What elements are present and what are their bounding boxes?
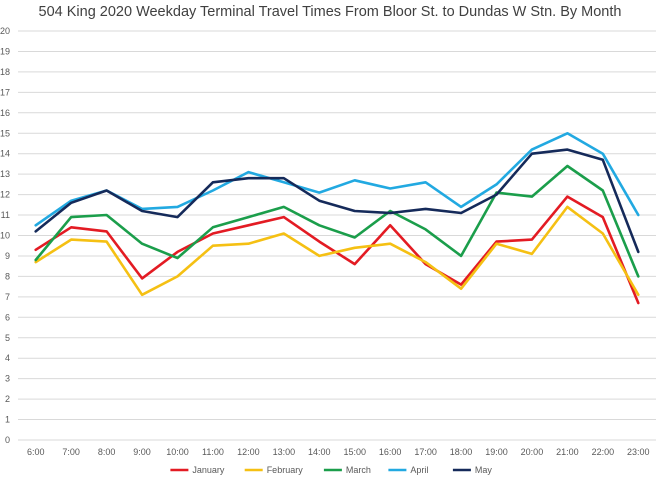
y-tick-label: 9 bbox=[5, 251, 10, 261]
series-line-may bbox=[34, 148, 640, 254]
legend: January February March April May bbox=[170, 465, 492, 475]
y-tick-label: 5 bbox=[5, 333, 10, 343]
series-lines bbox=[34, 132, 640, 305]
gridlines bbox=[18, 30, 656, 441]
x-tick-label: 18:00 bbox=[450, 447, 473, 457]
y-tick-label: 20 bbox=[0, 26, 10, 36]
x-tick-label: 17:00 bbox=[414, 447, 437, 457]
y-tick-label: 14 bbox=[0, 149, 10, 159]
legend-label-may: May bbox=[475, 465, 493, 475]
y-tick-label: 11 bbox=[1, 210, 10, 220]
y-tick-label: 4 bbox=[5, 353, 10, 363]
x-tick-label: 16:00 bbox=[379, 447, 402, 457]
y-tick-label: 10 bbox=[0, 231, 10, 241]
x-axis-tick-labels: 6:00 7:00 8:00 9:00 10:00 11:00 12:00 13:00 14:0… bbox=[27, 447, 650, 457]
legend-label-april: April bbox=[410, 465, 428, 475]
x-tick-label: 8:00 bbox=[98, 447, 116, 457]
x-tick-label: 7:00 bbox=[62, 447, 80, 457]
y-tick-label: 12 bbox=[0, 190, 10, 200]
y-tick-label: 13 bbox=[0, 169, 10, 179]
y-tick-label: 1 bbox=[5, 415, 10, 425]
chart-title: 504 King 2020 Weekday Terminal Travel Ti… bbox=[38, 4, 622, 20]
y-tick-label: 7 bbox=[5, 292, 10, 302]
legend-label-march: March bbox=[346, 465, 371, 475]
x-tick-label: 21:00 bbox=[556, 447, 579, 457]
x-tick-label: 19:00 bbox=[485, 447, 508, 457]
y-tick-label: 6 bbox=[5, 312, 10, 322]
y-tick-label: 19 bbox=[0, 46, 10, 56]
series-line-april bbox=[34, 132, 640, 227]
x-tick-label: 6:00 bbox=[27, 447, 45, 457]
y-tick-label: 8 bbox=[5, 271, 10, 281]
y-tick-label: 3 bbox=[5, 374, 10, 384]
legend-label-february: February bbox=[267, 465, 304, 475]
legend-label-january: January bbox=[192, 465, 225, 475]
y-tick-label: 2 bbox=[5, 394, 10, 404]
y-tick-label: 18 bbox=[0, 67, 10, 77]
x-tick-label: 22:00 bbox=[592, 447, 615, 457]
x-tick-label: 23:00 bbox=[627, 447, 650, 457]
series-line-february bbox=[34, 205, 640, 297]
x-tick-label: 9:00 bbox=[133, 447, 151, 457]
x-tick-label: 14:00 bbox=[308, 447, 331, 457]
x-tick-label: 20:00 bbox=[521, 447, 544, 457]
x-tick-label: 11:00 bbox=[202, 447, 224, 457]
x-tick-label: 12:00 bbox=[237, 447, 260, 457]
y-tick-label: 15 bbox=[0, 128, 10, 138]
x-tick-label: 10:00 bbox=[166, 447, 189, 457]
y-tick-label: 0 bbox=[5, 435, 10, 445]
series-line-march bbox=[34, 164, 640, 278]
series-line-january bbox=[34, 195, 640, 305]
x-tick-label: 13:00 bbox=[273, 447, 296, 457]
y-tick-label: 16 bbox=[0, 108, 10, 118]
x-tick-label: 15:00 bbox=[343, 447, 366, 457]
y-tick-label: 17 bbox=[0, 87, 10, 97]
